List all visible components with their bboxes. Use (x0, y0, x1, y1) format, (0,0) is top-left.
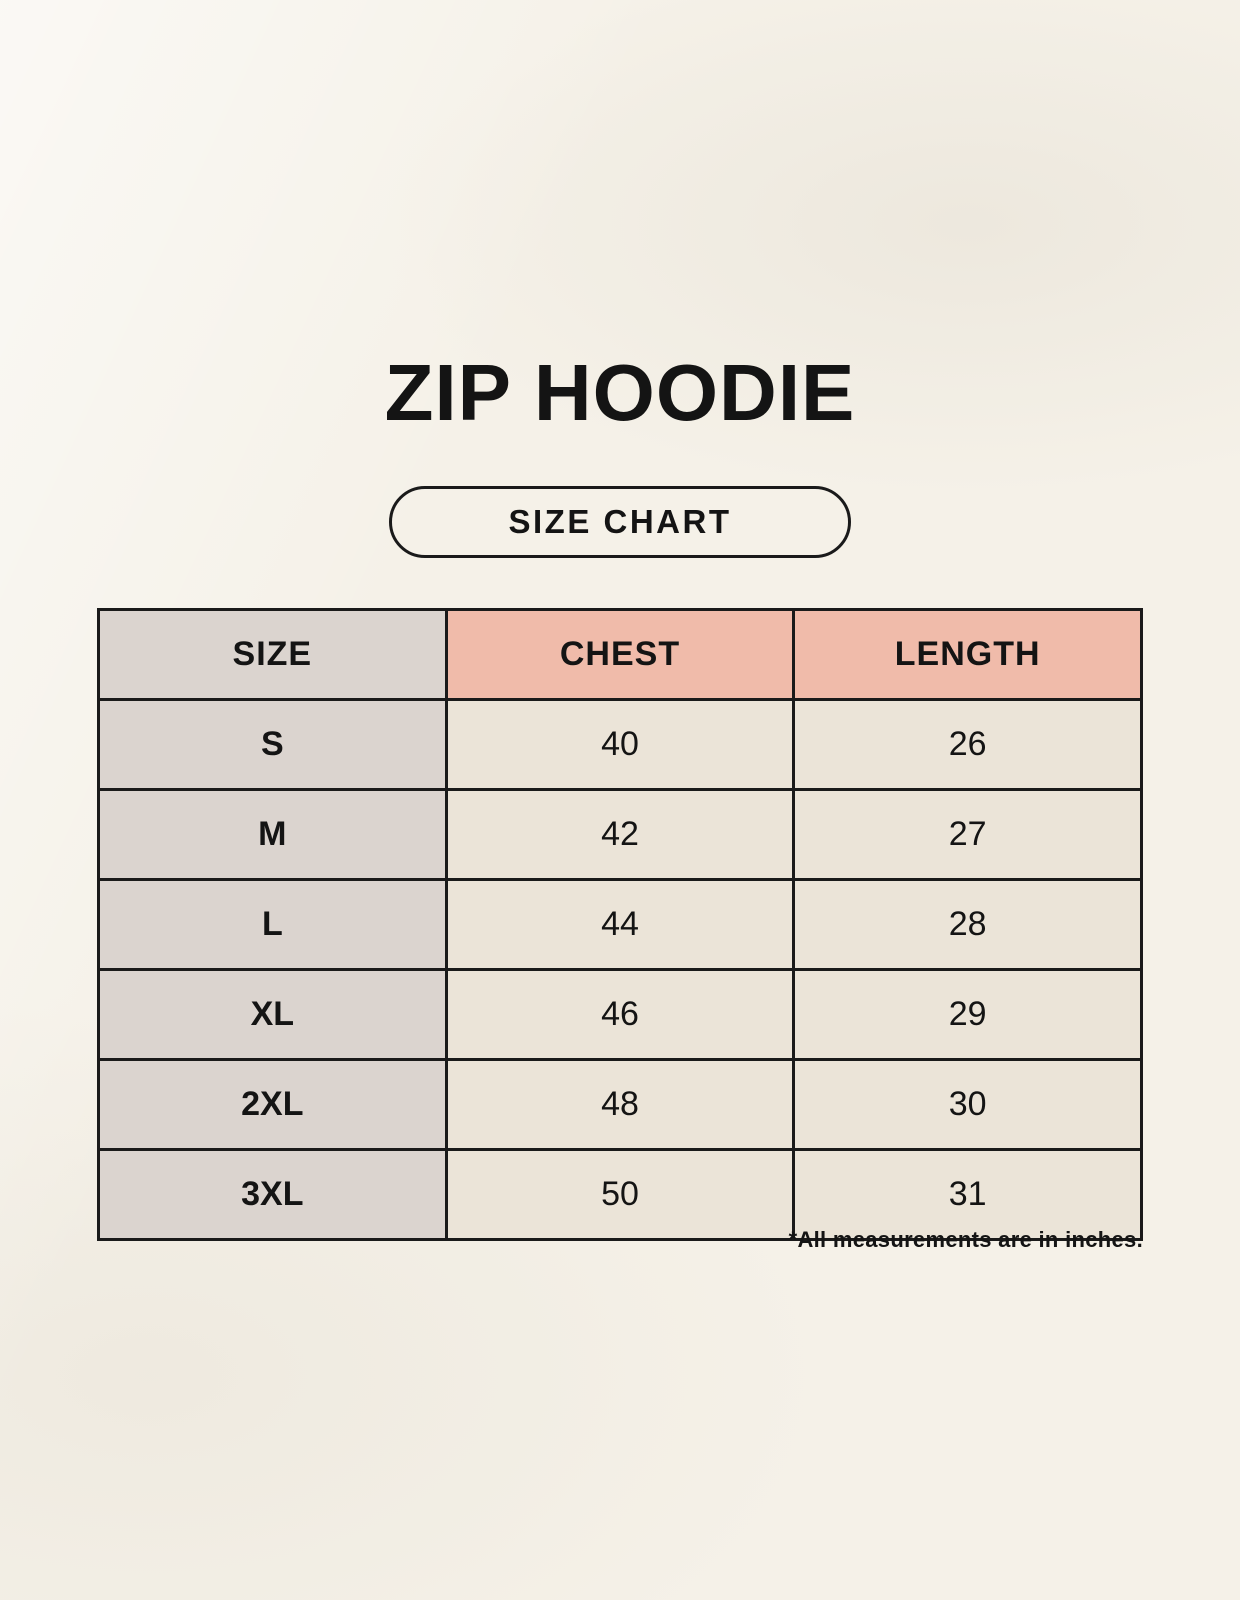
length-cell: 30 (792, 1058, 1143, 1151)
size-cell: XL (97, 968, 448, 1061)
length-cell: 29 (792, 968, 1143, 1061)
chest-cell: 40 (444, 698, 796, 791)
size-chart-label: SIZE CHART (508, 503, 732, 540)
length-cell: 31 (792, 1148, 1143, 1241)
chest-cell: 48 (444, 1058, 796, 1151)
table-row: M 42 27 (97, 788, 1143, 881)
length-cell: 27 (792, 788, 1143, 881)
chest-cell: 50 (444, 1148, 796, 1241)
chest-cell: 44 (444, 878, 796, 971)
length-cell: 26 (792, 698, 1143, 791)
size-cell: 3XL (97, 1148, 448, 1241)
size-chart-table: SIZE CHEST LENGTH S 40 26 M 42 27 L 44 2… (97, 608, 1143, 1241)
chest-cell: 46 (444, 968, 796, 1061)
size-cell: S (97, 698, 448, 791)
column-header-length: LENGTH (792, 608, 1143, 701)
chest-cell: 42 (444, 788, 796, 881)
size-cell: M (97, 788, 448, 881)
page-title: ZIP HOODIE (384, 348, 856, 437)
size-cell: L (97, 878, 448, 971)
table-header-row: SIZE CHEST LENGTH (97, 608, 1143, 701)
length-cell: 28 (792, 878, 1143, 971)
table-row: S 40 26 (97, 698, 1143, 791)
table-row: L 44 28 (97, 878, 1143, 971)
column-header-chest: CHEST (444, 608, 796, 701)
table-row: 3XL 50 31 (97, 1148, 1143, 1241)
column-header-size: SIZE (97, 608, 448, 701)
size-chart-button[interactable]: SIZE CHART (389, 486, 851, 558)
size-cell: 2XL (97, 1058, 448, 1151)
measurements-note: *All measurements are in inches. (788, 1227, 1143, 1252)
table-row: XL 46 29 (97, 968, 1143, 1061)
table-row: 2XL 48 30 (97, 1058, 1143, 1151)
